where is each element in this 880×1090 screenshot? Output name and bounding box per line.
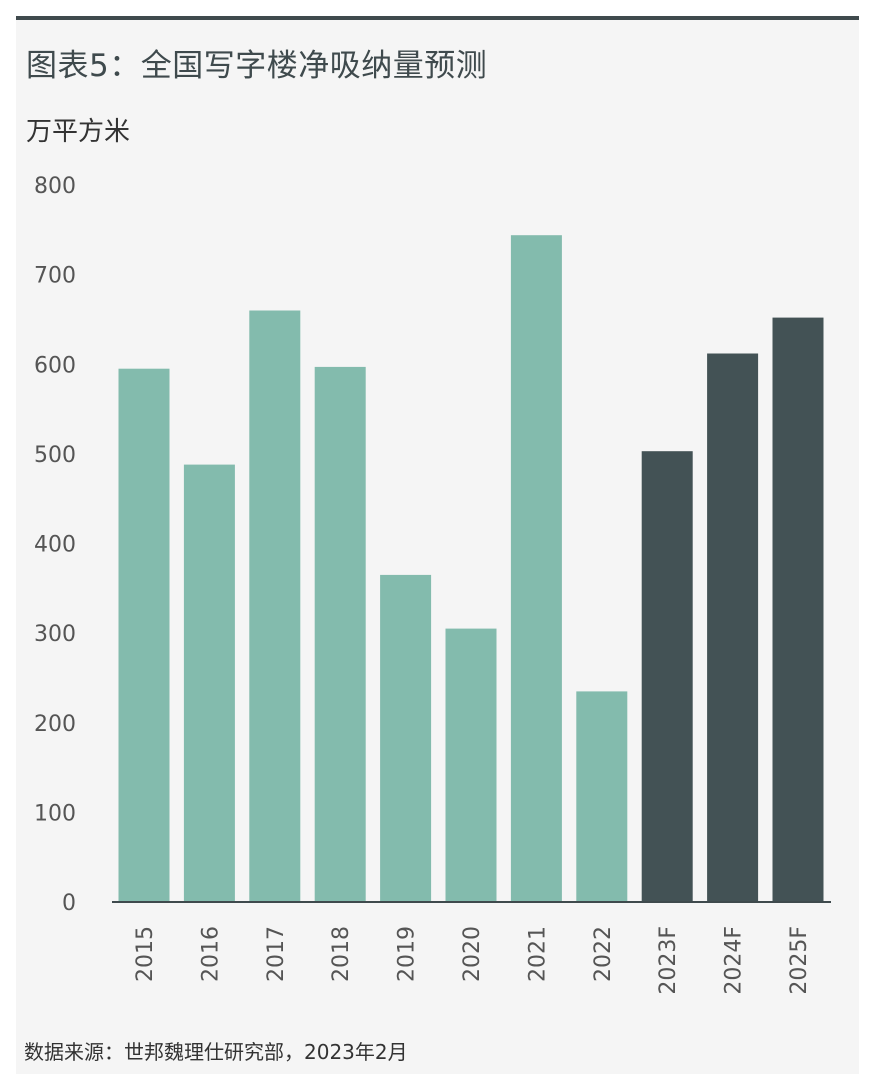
x-tick-label: 2019 [395,926,420,982]
bar-2018 [314,366,366,902]
bar-2019 [380,574,432,902]
chart-panel: 图表5：全国写字楼净吸纳量预测 万平方米 0 100 200 300 400 500 600… [16,16,859,1074]
y-tick-label: 300 [34,622,76,647]
x-tick-label: 2023F [656,926,681,995]
x-tick-label: 2016 [198,926,223,982]
y-tick-label: 100 [34,801,76,826]
bar-2022 [576,691,628,902]
y-tick-label: 800 [34,174,76,199]
bar-2017 [249,310,301,902]
bar-2024f [707,353,759,902]
y-tick-label: 700 [34,264,76,289]
bar-2025f [772,317,824,903]
x-tick-label: 2024F [722,926,747,995]
source-note: 数据来源：世邦魏理仕研究部，2023年2月 [24,1040,408,1064]
x-tick-label: 2021 [525,926,550,982]
y-tick-label: 500 [34,443,76,468]
y-tick-label: 600 [34,353,76,378]
y-axis-ticks: 0 100 200 300 400 500 600 700 800 [34,174,76,916]
x-tick-label: 2017 [264,926,289,982]
y-tick-label: 0 [62,891,76,916]
bar-2016 [183,464,235,902]
x-tick-label: 2022 [591,926,616,982]
x-axis-labels: 2015 2016 2017 2018 2019 2020 2021 2022 2023F 202… [133,926,812,995]
bar-2021 [510,235,562,902]
y-tick-label: 200 [34,712,76,737]
bar-2015 [118,368,170,902]
x-tick-label: 2020 [460,926,485,982]
x-tick-label: 2025F [787,926,812,995]
bar-series [118,235,824,903]
bar-2023f [641,451,693,902]
x-tick-label: 2015 [133,926,158,982]
y-tick-label: 400 [34,533,76,558]
x-tick-label: 2018 [329,926,354,982]
bar-2020 [445,628,497,902]
y-axis-unit-label: 万平方米 [26,117,131,147]
chart-title: 图表5：全国写字楼净吸纳量预测 [26,48,488,84]
